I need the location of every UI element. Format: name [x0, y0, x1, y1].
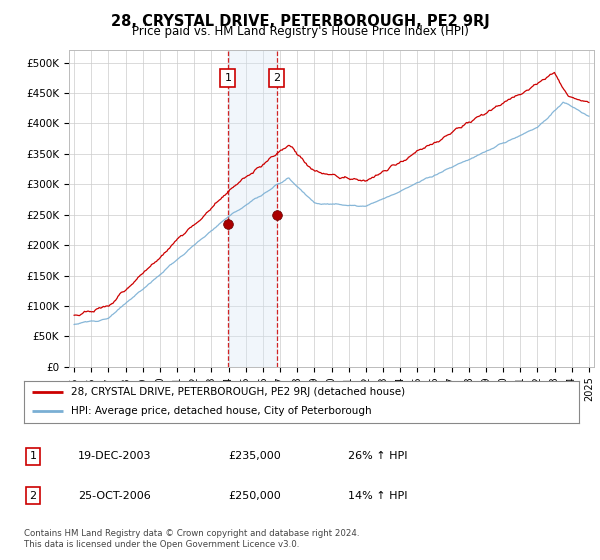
Text: 26% ↑ HPI: 26% ↑ HPI [348, 451, 407, 461]
Text: 1: 1 [29, 451, 37, 461]
Text: 14% ↑ HPI: 14% ↑ HPI [348, 491, 407, 501]
Text: 28, CRYSTAL DRIVE, PETERBOROUGH, PE2 9RJ (detached house): 28, CRYSTAL DRIVE, PETERBOROUGH, PE2 9RJ… [71, 387, 406, 397]
Text: HPI: Average price, detached house, City of Peterborough: HPI: Average price, detached house, City… [71, 407, 372, 417]
Text: Price paid vs. HM Land Registry's House Price Index (HPI): Price paid vs. HM Land Registry's House … [131, 25, 469, 38]
Text: 2: 2 [273, 73, 280, 83]
Text: 1: 1 [224, 73, 232, 83]
Text: £235,000: £235,000 [228, 451, 281, 461]
Text: 25-OCT-2006: 25-OCT-2006 [78, 491, 151, 501]
Text: 28, CRYSTAL DRIVE, PETERBOROUGH, PE2 9RJ: 28, CRYSTAL DRIVE, PETERBOROUGH, PE2 9RJ [110, 14, 490, 29]
Text: Contains HM Land Registry data © Crown copyright and database right 2024.
This d: Contains HM Land Registry data © Crown c… [24, 529, 359, 549]
Text: £250,000: £250,000 [228, 491, 281, 501]
Text: 2: 2 [29, 491, 37, 501]
Bar [228, 50, 277, 367]
Text: 19-DEC-2003: 19-DEC-2003 [78, 451, 151, 461]
